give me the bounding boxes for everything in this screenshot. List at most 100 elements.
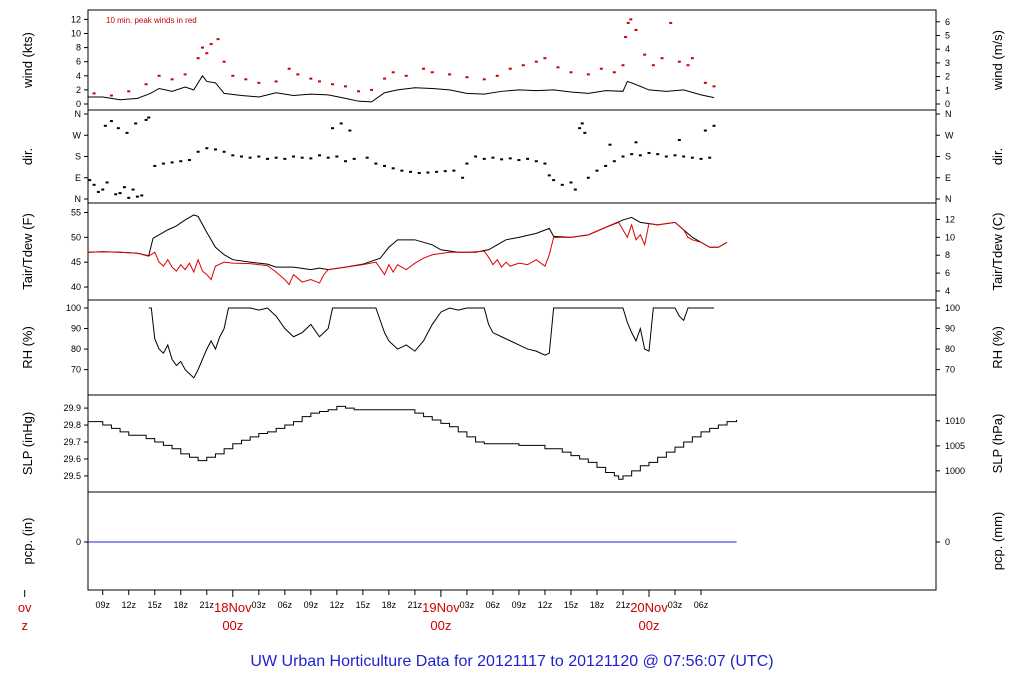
left-axis-label: SLP (inHg): [20, 412, 35, 475]
data-point: [595, 169, 599, 172]
left-tick-label: 29.5: [63, 471, 81, 481]
data-point: [508, 67, 512, 70]
data-point: [209, 43, 213, 46]
data-point: [200, 46, 204, 49]
data-point: [556, 66, 560, 69]
data-point: [673, 154, 677, 157]
data-point: [586, 73, 590, 76]
data-point: [569, 71, 573, 74]
data-point: [357, 90, 361, 93]
data-point: [205, 52, 209, 55]
data-point: [134, 122, 138, 125]
data-point: [170, 78, 174, 81]
x-tick-label: 03z: [668, 600, 683, 610]
data-point: [244, 78, 248, 81]
x-tick-label: 06z: [694, 600, 709, 610]
data-point: [291, 155, 295, 158]
left-axis-label: dir.: [20, 148, 35, 165]
data-point: [643, 53, 647, 56]
data-point: [482, 78, 486, 81]
left-tick-label: W: [73, 130, 82, 140]
right-tick-label: 1: [945, 85, 950, 95]
data-point: [257, 155, 261, 158]
data-point: [409, 170, 413, 173]
data-point: [624, 36, 628, 39]
data-point: [543, 57, 547, 60]
data-point: [495, 74, 499, 77]
day-label-hour: 00z: [222, 618, 243, 633]
left-axis-label: wind (kts): [20, 32, 35, 89]
x-tick-label: 18z: [382, 600, 397, 610]
data-point: [216, 38, 220, 41]
data-point: [608, 143, 612, 146]
day-label-date: ov: [18, 600, 32, 615]
panel-frame: [87, 491, 937, 591]
data-point: [712, 85, 716, 88]
data-point: [101, 188, 105, 191]
data-point: [318, 154, 322, 157]
left-tick-label: 90: [71, 324, 81, 334]
data-point: [179, 160, 183, 163]
left-axis-label: Tair/Tdew (F): [20, 213, 35, 290]
data-point: [374, 162, 378, 165]
right-axis-label: SLP (hPa): [990, 414, 1005, 474]
left-tick-label: 100: [66, 303, 81, 313]
data-point: [331, 127, 335, 130]
data-point: [461, 176, 465, 179]
panel-rh: 70 80 90 100 70 80 90 100 RH (%) RH (%): [20, 299, 1005, 396]
day-label-date: 20Nov: [630, 600, 668, 615]
panel-slp: 29.5 29.6 29.7 29.8 29.9 1000 1005 1010 SLP (inH…: [20, 394, 1005, 493]
data-point: [634, 28, 638, 31]
right-tick-label: 1000: [945, 466, 965, 476]
data-point: [583, 131, 587, 134]
data-point: [383, 77, 387, 80]
data-point: [569, 181, 573, 184]
data-point: [127, 90, 131, 93]
x-tick-label: 12z: [538, 600, 553, 610]
data-point: [222, 150, 226, 153]
day-label-hour: 00z: [430, 618, 451, 633]
series-dir-0: [88, 116, 716, 199]
x-tick-label: 06z: [278, 600, 293, 610]
data-point: [543, 162, 547, 165]
data-point: [708, 156, 712, 159]
x-tick-label: 15z: [148, 600, 163, 610]
day-label-date: 19Nov: [422, 600, 460, 615]
series-line: [87, 214, 728, 271]
right-tick-label: 70: [945, 365, 955, 375]
right-tick-label: 12: [945, 214, 955, 224]
day-label-date: 18Nov: [214, 600, 252, 615]
data-point: [96, 190, 100, 193]
data-point: [257, 81, 261, 84]
data-point: [435, 170, 439, 173]
data-point: [534, 60, 538, 63]
left-tick-label: 29.6: [63, 454, 81, 464]
data-point: [296, 73, 300, 76]
panel-temp: 40 45 50 55 4 6 8 10 12 Tair/Tdew (F) Tair/Tdew (C…: [20, 202, 1005, 301]
data-point: [651, 64, 655, 67]
data-point: [699, 157, 703, 160]
right-tick-label: 2: [945, 72, 950, 82]
data-point: [183, 73, 187, 76]
x-tick-label: 15z: [356, 600, 371, 610]
data-point: [239, 155, 243, 158]
left-tick-label: S: [75, 152, 81, 162]
data-point: [170, 161, 174, 164]
data-point: [344, 85, 348, 88]
right-tick-label: 0: [945, 537, 950, 547]
data-point: [452, 169, 456, 172]
x-tick-label: 15z: [564, 600, 579, 610]
x-tick-label: 12z: [330, 600, 345, 610]
right-tick-label: 4: [945, 286, 950, 296]
data-point: [586, 176, 590, 179]
data-point: [352, 157, 356, 160]
x-tick-label: 21z: [616, 600, 631, 610]
left-axis-label: pcp. (in): [20, 518, 35, 565]
data-point: [578, 127, 582, 130]
right-tick-label: 1010: [945, 416, 965, 426]
data-point: [144, 118, 148, 121]
series-temp-0: [87, 214, 728, 271]
series-line: [88, 405, 738, 480]
data-point: [677, 60, 681, 63]
